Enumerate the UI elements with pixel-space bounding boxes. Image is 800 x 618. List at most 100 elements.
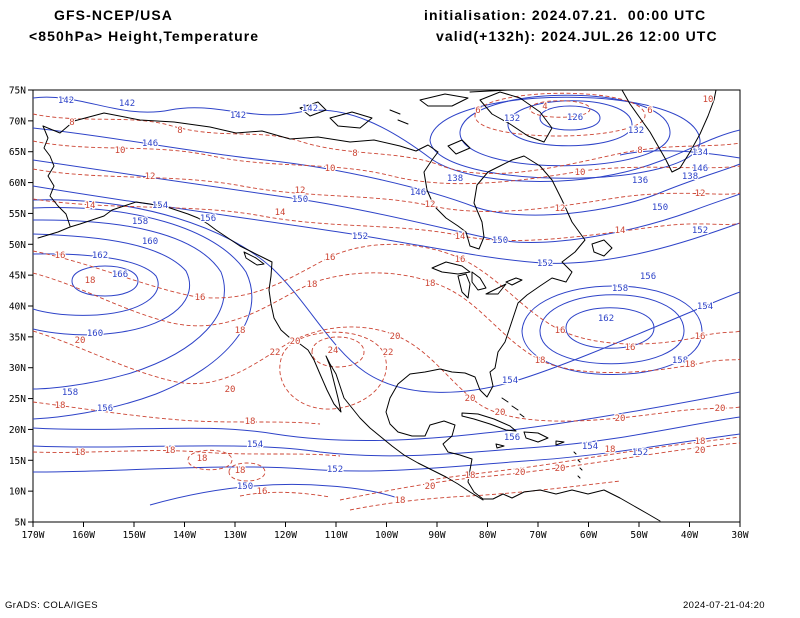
- contour-label-height: 126: [567, 113, 583, 123]
- contour-label-height: 158: [612, 284, 628, 294]
- y-tick-label: 60N: [9, 178, 26, 189]
- contour-label-temp: 18: [75, 448, 86, 458]
- x-tick-label: 160W: [72, 530, 95, 541]
- contour-label-temp: 18: [235, 466, 246, 476]
- contour-label-height: 152: [537, 259, 553, 269]
- contour-label-height: 154: [247, 440, 263, 450]
- y-tick-label: 5N: [15, 518, 27, 529]
- contour-label-temp: 14: [85, 201, 96, 211]
- contour-temp-6: [474, 92, 646, 137]
- x-tick-label: 80W: [479, 530, 496, 541]
- contour-height-162: [33, 253, 159, 316]
- contour-height-156: [33, 391, 740, 441]
- contour-label-temp: 20: [290, 337, 301, 347]
- contour-label-height: 156: [200, 214, 216, 224]
- x-tick-label: 30W: [731, 530, 748, 541]
- y-tick-label: 40N: [9, 302, 26, 313]
- contour-temp-8: [33, 113, 740, 175]
- x-tick-label: 90W: [428, 530, 445, 541]
- contour-label-height: 166: [112, 270, 128, 280]
- coastlines: [37, 90, 717, 522]
- contour-label-height: 156: [504, 433, 520, 443]
- contour-label-temp: 16: [325, 253, 336, 263]
- contour-label-temp: 16: [625, 343, 636, 353]
- contour-temp-20: [33, 326, 740, 422]
- contour-label-height: 138: [447, 174, 463, 184]
- contour-label-temp: 20: [225, 385, 236, 395]
- contour-temp-18: [187, 449, 233, 471]
- contour-label-height: 160: [87, 329, 103, 339]
- contour-label-temp: 12: [295, 186, 306, 196]
- contour-label-height: 160: [142, 237, 158, 247]
- y-tick-label: 25N: [9, 394, 26, 405]
- contour-label-temp: 10: [115, 146, 126, 156]
- contour-height-134: [619, 150, 740, 159]
- contour-label-temp: 8: [637, 146, 642, 156]
- contour-label-temp: 12: [145, 172, 156, 182]
- islands-lakes: [243, 239, 613, 479]
- contour-label-temp: 8: [352, 149, 357, 159]
- y-tick-label: 50N: [9, 240, 26, 251]
- contour-label-temp: 10: [575, 168, 586, 178]
- contour-label-height: 156: [97, 404, 113, 414]
- contour-temp-14: [33, 198, 740, 241]
- contour-height-154: [33, 199, 740, 393]
- contour-label-temp: 18: [55, 401, 66, 411]
- y-tick-label: 55N: [9, 209, 26, 220]
- contour-label-temp: 18: [465, 471, 476, 481]
- contour-label-height: 152: [327, 465, 343, 475]
- contour-label-temp: 6: [647, 106, 652, 116]
- contour-label-temp: 18: [605, 445, 616, 455]
- creation-stamp: 2024-07-21-04:20: [683, 600, 765, 611]
- contour-label-temp: 22: [270, 348, 281, 358]
- contour-temp-18: [33, 401, 321, 425]
- contour-label-temp: 6: [475, 106, 480, 116]
- contour-label-temp: 12: [695, 189, 706, 199]
- contour-height-150: [33, 159, 740, 243]
- contour-label-temp: 12: [555, 204, 566, 214]
- contour-label-height: 158: [62, 388, 78, 398]
- contour-label-temp: 18: [425, 279, 436, 289]
- contour-label-height: 142: [119, 99, 135, 109]
- contour-label-temp: 18: [85, 276, 96, 286]
- contour-label-temp: 20: [425, 482, 436, 492]
- contour-label-height: 162: [598, 314, 614, 324]
- contour-label-height: 146: [142, 139, 158, 149]
- contour-label-height: 158: [132, 217, 148, 227]
- contour-label-height: 154: [502, 376, 518, 386]
- contour-label-height: 142: [302, 104, 318, 114]
- y-tick-label: 30N: [9, 363, 26, 374]
- contour-label-temp: 4: [542, 102, 547, 112]
- y-tick-label: 70N: [9, 116, 26, 127]
- contour-label-height: 150: [237, 482, 253, 492]
- contour-label-height: 158: [672, 356, 688, 366]
- contour-label-height: 154: [152, 201, 168, 211]
- x-tick-label: 120W: [274, 530, 297, 541]
- coastline-greenland: [621, 90, 717, 173]
- contour-label-temp: 8: [69, 118, 74, 128]
- arctic-islands: [299, 90, 553, 155]
- contour-label-temp: 18: [165, 446, 176, 456]
- contour-label-temp: 20: [495, 408, 506, 418]
- contour-label-temp: 18: [695, 437, 706, 447]
- contour-label-temp: 10: [703, 95, 714, 105]
- contour-height-126: [539, 105, 601, 131]
- contour-label-temp: 18: [395, 496, 406, 506]
- coastline-pacific: [37, 201, 484, 501]
- contour-label-temp: 16: [195, 293, 206, 303]
- x-tick-label: 50W: [630, 530, 647, 541]
- contour-temp-12: [33, 168, 740, 212]
- contour-label-temp: 20: [515, 468, 526, 478]
- contour-temp-20: [339, 442, 740, 501]
- x-tick-label: 70W: [529, 530, 546, 541]
- contour-height-158: [33, 219, 225, 390]
- contour-label-height: 152: [632, 448, 648, 458]
- contour-label-height: 132: [628, 126, 644, 136]
- contour-label-height: 142: [230, 111, 246, 121]
- init-time: initialisation: 2024.07.21. 00:00 UTC: [424, 7, 707, 23]
- contour-label-temp: 18: [197, 454, 208, 464]
- contour-label-temp: 18: [535, 356, 546, 366]
